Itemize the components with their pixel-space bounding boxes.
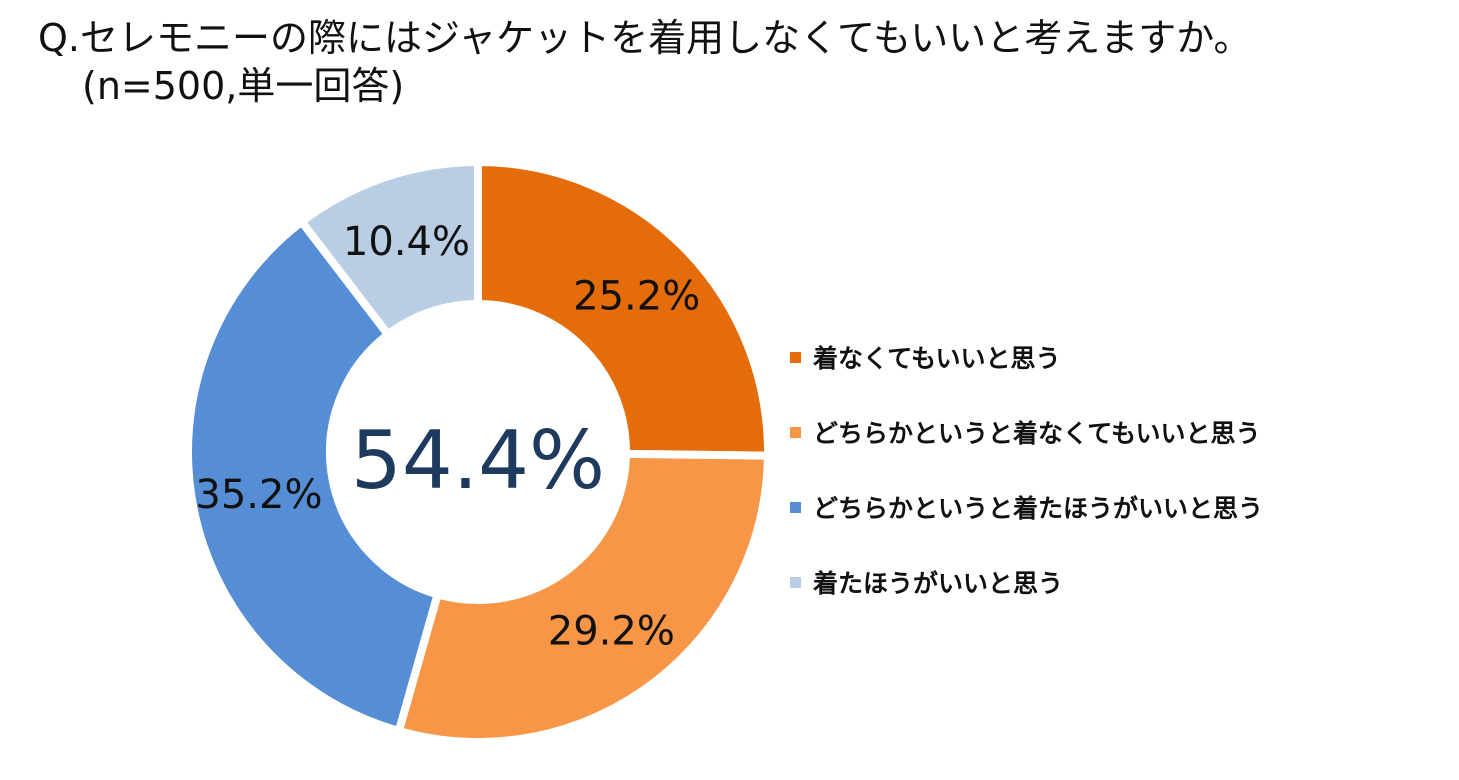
chart-title: Q.セレモニーの際にはジャケットを着用しなくてもいいと考えますか。 (n=500… (38, 14, 1252, 110)
chart-title-line1: Q.セレモニーの際にはジャケットを着用しなくてもいいと考えますか。 (38, 16, 1252, 60)
legend-swatch-1 (790, 426, 801, 438)
donut-slice-0 (474, 157, 772, 460)
legend-swatch-2 (790, 501, 801, 513)
legend: 着なくてもいいと思う どちらかというと着なくてもいいと思う どちらかというと着た… (790, 338, 1263, 638)
legend-swatch-3 (790, 576, 801, 588)
legend-label: どちらかというと着たほうがいいと思う (813, 494, 1264, 523)
legend-label: 着なくてもいいと思う (813, 344, 1061, 373)
slice-value-label-0: 25.2% (573, 273, 700, 319)
slice-value-label-3: 10.4% (343, 219, 470, 265)
donut-chart: 25.2% 29.2% 35.2% 10.4% 54.4% (184, 157, 773, 746)
legend-label: 着たほうがいいと思う (813, 569, 1064, 598)
slice-value-label-1: 29.2% (548, 609, 675, 655)
donut-slice-1 (393, 449, 773, 746)
slice-value-label-2: 35.2% (195, 472, 322, 518)
legend-item: 着たほうがいいと思う (790, 563, 1263, 601)
center-value-label: 54.4% (351, 414, 605, 507)
legend-label: どちらかというと着なくてもいいと思う (813, 419, 1261, 448)
legend-item: どちらかというと着たほうがいいと思う (790, 488, 1263, 526)
donut-slice-3 (296, 157, 482, 341)
chart-title-line2: (n=500,単一回答) (82, 64, 405, 108)
donut-slice-2 (184, 216, 443, 736)
legend-item: どちらかというと着なくてもいいと思う (790, 413, 1263, 451)
legend-swatch-0 (790, 351, 801, 363)
legend-item: 着なくてもいいと思う (790, 338, 1263, 376)
